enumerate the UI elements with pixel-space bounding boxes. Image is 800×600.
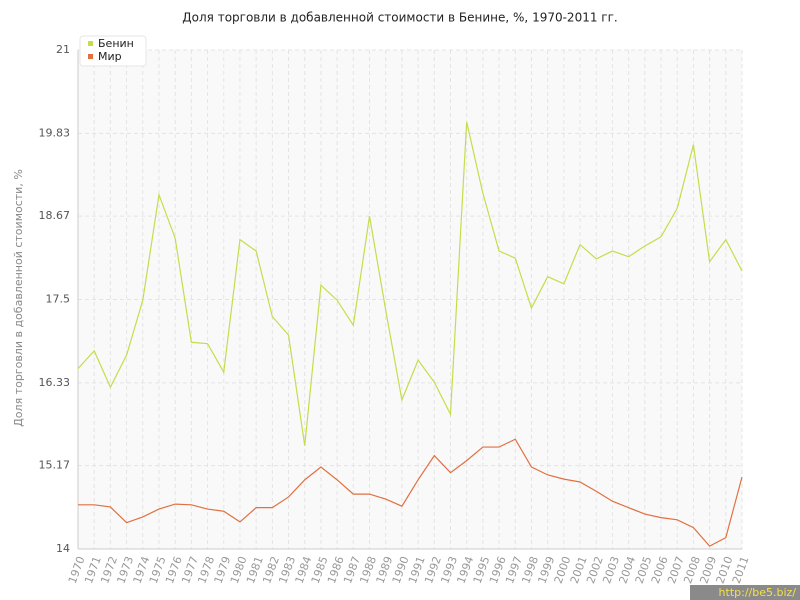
y-axis-label: Доля торговли в добавленной стоимости, % (12, 169, 25, 427)
legend-label: Мир (98, 50, 122, 63)
legend-box (79, 35, 147, 67)
y-tick-label: 18.67 (39, 209, 71, 222)
y-tick-label: 21 (56, 43, 70, 56)
y-tick-label: 15.17 (39, 459, 71, 472)
chart-title: Доля торговли в добавленной стоимости в … (182, 11, 617, 25)
watermark: http://be5.biz/ (719, 586, 797, 599)
y-tick-label: 17.5 (46, 293, 71, 306)
y-tick-label: 14 (56, 542, 70, 555)
y-tick-label: 19.83 (39, 126, 71, 139)
legend-label: Бенин (98, 37, 134, 50)
y-tick-label: 16.33 (39, 376, 71, 389)
legend-swatch (88, 54, 93, 59)
series-line (78, 438, 743, 547)
series-line (77, 121, 743, 446)
legend-swatch (88, 41, 93, 46)
watermark-bg (690, 585, 800, 600)
